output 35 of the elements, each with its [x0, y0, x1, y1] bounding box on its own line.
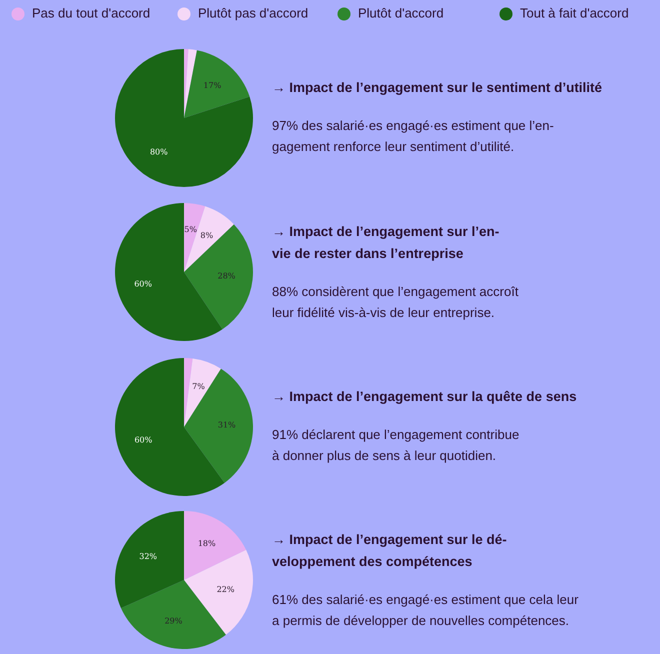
pie-slice	[184, 368, 253, 483]
data-label: 28%	[218, 272, 236, 281]
legend-label: Plutôt d'accord	[358, 5, 444, 20]
data-label: 60%	[134, 280, 152, 289]
text: 97% des salarié·es engagé·es estiment que l’en- gagement renforce leur sentiment d’utilité.	[272, 118, 554, 154]
legend-label: Pas du tout d'accord	[32, 5, 150, 20]
data-label: 7%	[192, 382, 206, 391]
pie-slice	[184, 550, 253, 635]
pie-slice	[184, 224, 253, 330]
data-label: 8%	[200, 230, 214, 240]
pie-slice	[115, 49, 253, 187]
pie-slice	[184, 50, 250, 118]
text: → Impact de l’engagement sur la quête de sens	[272, 389, 577, 404]
text: → Impact de l’engagement sur le sentiment d’utilité	[272, 80, 603, 95]
data-label: 32%	[139, 552, 158, 561]
pie-slice	[184, 358, 193, 427]
text: 91% déclarent que l’engagement contribue à donner plus de sens à leur quotidien.	[272, 427, 520, 463]
text: 88% considèrent que l’engagement accroît leur fidélité vis-à-vis de leur entreprise.	[272, 284, 519, 320]
pie-slice	[115, 511, 184, 608]
text: 61% des salarié·es engagé·es estiment que cela leur a permis de développer de nouvelles compétences.	[272, 592, 580, 628]
data-label: 17%	[203, 80, 222, 90]
pie-slice	[184, 511, 246, 580]
data-label: 18%	[198, 538, 216, 548]
text: → Impact de l’engagement sur le dé- veloppement des compétences	[272, 532, 507, 569]
data-label: 31%	[218, 420, 236, 430]
legend-label: Plutôt pas d'accord	[198, 5, 308, 20]
legend-label: Tout à fait d'accord	[520, 5, 629, 20]
text: → Impact de l’engagement sur l’en- vie de rester dans l’entreprise	[272, 224, 500, 261]
data-label: 80%	[150, 148, 168, 157]
data-label: 60%	[134, 435, 153, 444]
data-label: 5%	[184, 224, 198, 234]
pie-slice	[184, 206, 234, 272]
data-label: 29%	[164, 616, 183, 626]
data-label: 22%	[216, 584, 235, 594]
pie-slice	[184, 49, 197, 118]
